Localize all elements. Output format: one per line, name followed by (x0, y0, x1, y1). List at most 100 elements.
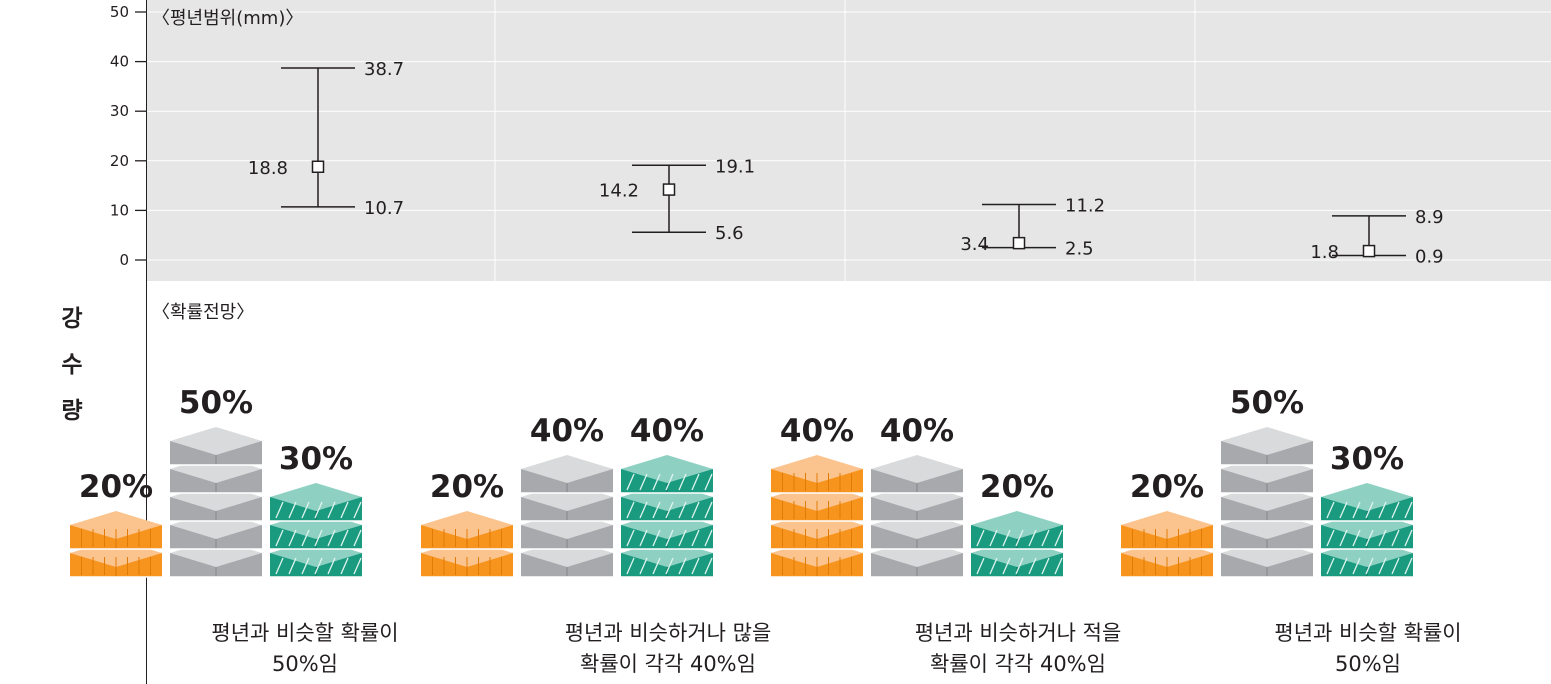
errorbar-mean-marker (311, 160, 325, 174)
slab-stripe (639, 501, 648, 519)
high-value-label: 11.2 (1065, 195, 1105, 216)
slab-stripe (288, 557, 297, 575)
slab-stripe (1054, 529, 1063, 547)
slab-stripe (691, 557, 700, 575)
slab-stripe (301, 501, 310, 519)
caption-line: 평년과 비슷할 확률이 (1274, 621, 1462, 645)
slab-stripe (1378, 557, 1387, 575)
probability-title: 〈확률전망〉 (152, 302, 254, 323)
probability-group: 20% 40% 40% (421, 413, 713, 578)
slab-stripe (626, 557, 635, 575)
low-value-label: 5.6 (715, 223, 744, 244)
below-probability-label: 20% (430, 469, 504, 505)
slab-top (1321, 483, 1413, 511)
y-tick-label: 50 (110, 3, 129, 21)
errorbar-layer: 38.7 10.7 18.8 19.1 5.6 14.2 11.2 2.5 3.4 8.9 0.9 1… (248, 59, 1444, 267)
y-tick-label: 0 (119, 251, 129, 269)
mean-value-label: 14.2 (599, 181, 639, 202)
slab-stripe (1352, 501, 1361, 519)
slab-stripe (314, 501, 323, 519)
errorbar-mean-marker (1012, 236, 1026, 250)
caption-line: 50%임 (272, 652, 338, 676)
slab-stripe (691, 501, 700, 519)
errorbar-mean-marker (662, 183, 676, 196)
slab-stripe (314, 529, 323, 547)
caption-group-4: 평년과 비슷할 확률이 50%임 (1188, 618, 1548, 680)
slab-stripe (704, 529, 713, 547)
mean-value-label: 1.8 (1310, 242, 1339, 263)
slab-stripe (665, 529, 674, 547)
above-probability-label: 30% (279, 441, 353, 477)
slab-stripe (1339, 529, 1348, 547)
slab-top (521, 455, 613, 483)
slab-stripe (314, 557, 323, 575)
slab-stripe (976, 529, 985, 547)
slab-stripe (652, 529, 661, 547)
low-value-label: 10.7 (364, 198, 404, 219)
similar-probability-label: 40% (880, 413, 954, 449)
caption-group-3: 평년과 비슷하거나 적을 확률이 각각 40%임 (838, 618, 1198, 680)
slab-stripe (1041, 529, 1050, 547)
y-axis: 0 10 20 30 40 50 (110, 3, 146, 269)
slab-stripe (327, 557, 336, 575)
slab-stripe (353, 529, 362, 547)
slab-stripe (1365, 529, 1374, 547)
slab-stripe (1391, 557, 1400, 575)
similar-probability-label: 40% (530, 413, 604, 449)
y-tick-label: 40 (110, 53, 129, 71)
normal-range-panel (146, 0, 1551, 281)
slab-stripe (340, 557, 349, 575)
slab-stripe (1378, 501, 1387, 519)
caption-line: 평년과 비슷하거나 적을 (914, 621, 1122, 645)
grid-layer (147, 0, 1551, 281)
slab-stripe (1365, 501, 1374, 519)
slab-stripe (1015, 557, 1024, 575)
slab-stripe (327, 501, 336, 519)
slab-stripe (1339, 501, 1348, 519)
slab-stripe (288, 501, 297, 519)
slab-stripe (275, 501, 284, 519)
mean-value-label: 18.8 (248, 158, 288, 179)
high-value-label: 8.9 (1415, 207, 1444, 228)
slab-top (270, 483, 362, 511)
slab-stripe (1404, 529, 1413, 547)
y-tick-label: 10 (110, 201, 129, 219)
slab-stripe (652, 501, 661, 519)
slab-stripe (1002, 557, 1011, 575)
slab-stripe (1365, 557, 1374, 575)
slab-stripe (1326, 529, 1335, 547)
below-probability-label: 20% (79, 469, 153, 505)
similar-probability-label: 50% (179, 385, 253, 421)
slab-stripe (678, 529, 687, 547)
slab-stripe (976, 557, 985, 575)
slab-stripe (639, 529, 648, 547)
slab-stripe (626, 501, 635, 519)
slab-stripe (1002, 529, 1011, 547)
slab-stripe (327, 529, 336, 547)
slab-stripe (1404, 501, 1413, 519)
slab-top (621, 455, 713, 483)
pictogram-layer: 20% 50% 30% 20% 40% 40% 40% 40% 20% 20% 50% 30% (70, 385, 1413, 578)
caption-line: 확률이 각각 40%임 (580, 652, 756, 676)
slab-stripe (626, 473, 635, 491)
slab-stripe (678, 473, 687, 491)
slab-stripe (639, 473, 648, 491)
slab-stripe (288, 529, 297, 547)
caption-line: 확률이 각각 40%임 (930, 652, 1106, 676)
slab-stripe (1404, 557, 1413, 575)
slab-stripe (301, 529, 310, 547)
slab-top (1221, 427, 1313, 455)
slab-stripe (691, 529, 700, 547)
slab-stripe (989, 557, 998, 575)
slab-stripe (665, 501, 674, 519)
y-axis-line (146, 0, 148, 684)
slab-stripe (1054, 557, 1063, 575)
slab-stripe (652, 473, 661, 491)
probability-group: 40% 40% 20% (771, 413, 1063, 578)
slab-stripe (275, 529, 284, 547)
below-probability-label: 40% (780, 413, 854, 449)
side-label-precipitation: 강수량 (61, 306, 83, 424)
caption-line: 50%임 (1335, 652, 1401, 676)
mean-value-label: 3.4 (960, 234, 989, 255)
